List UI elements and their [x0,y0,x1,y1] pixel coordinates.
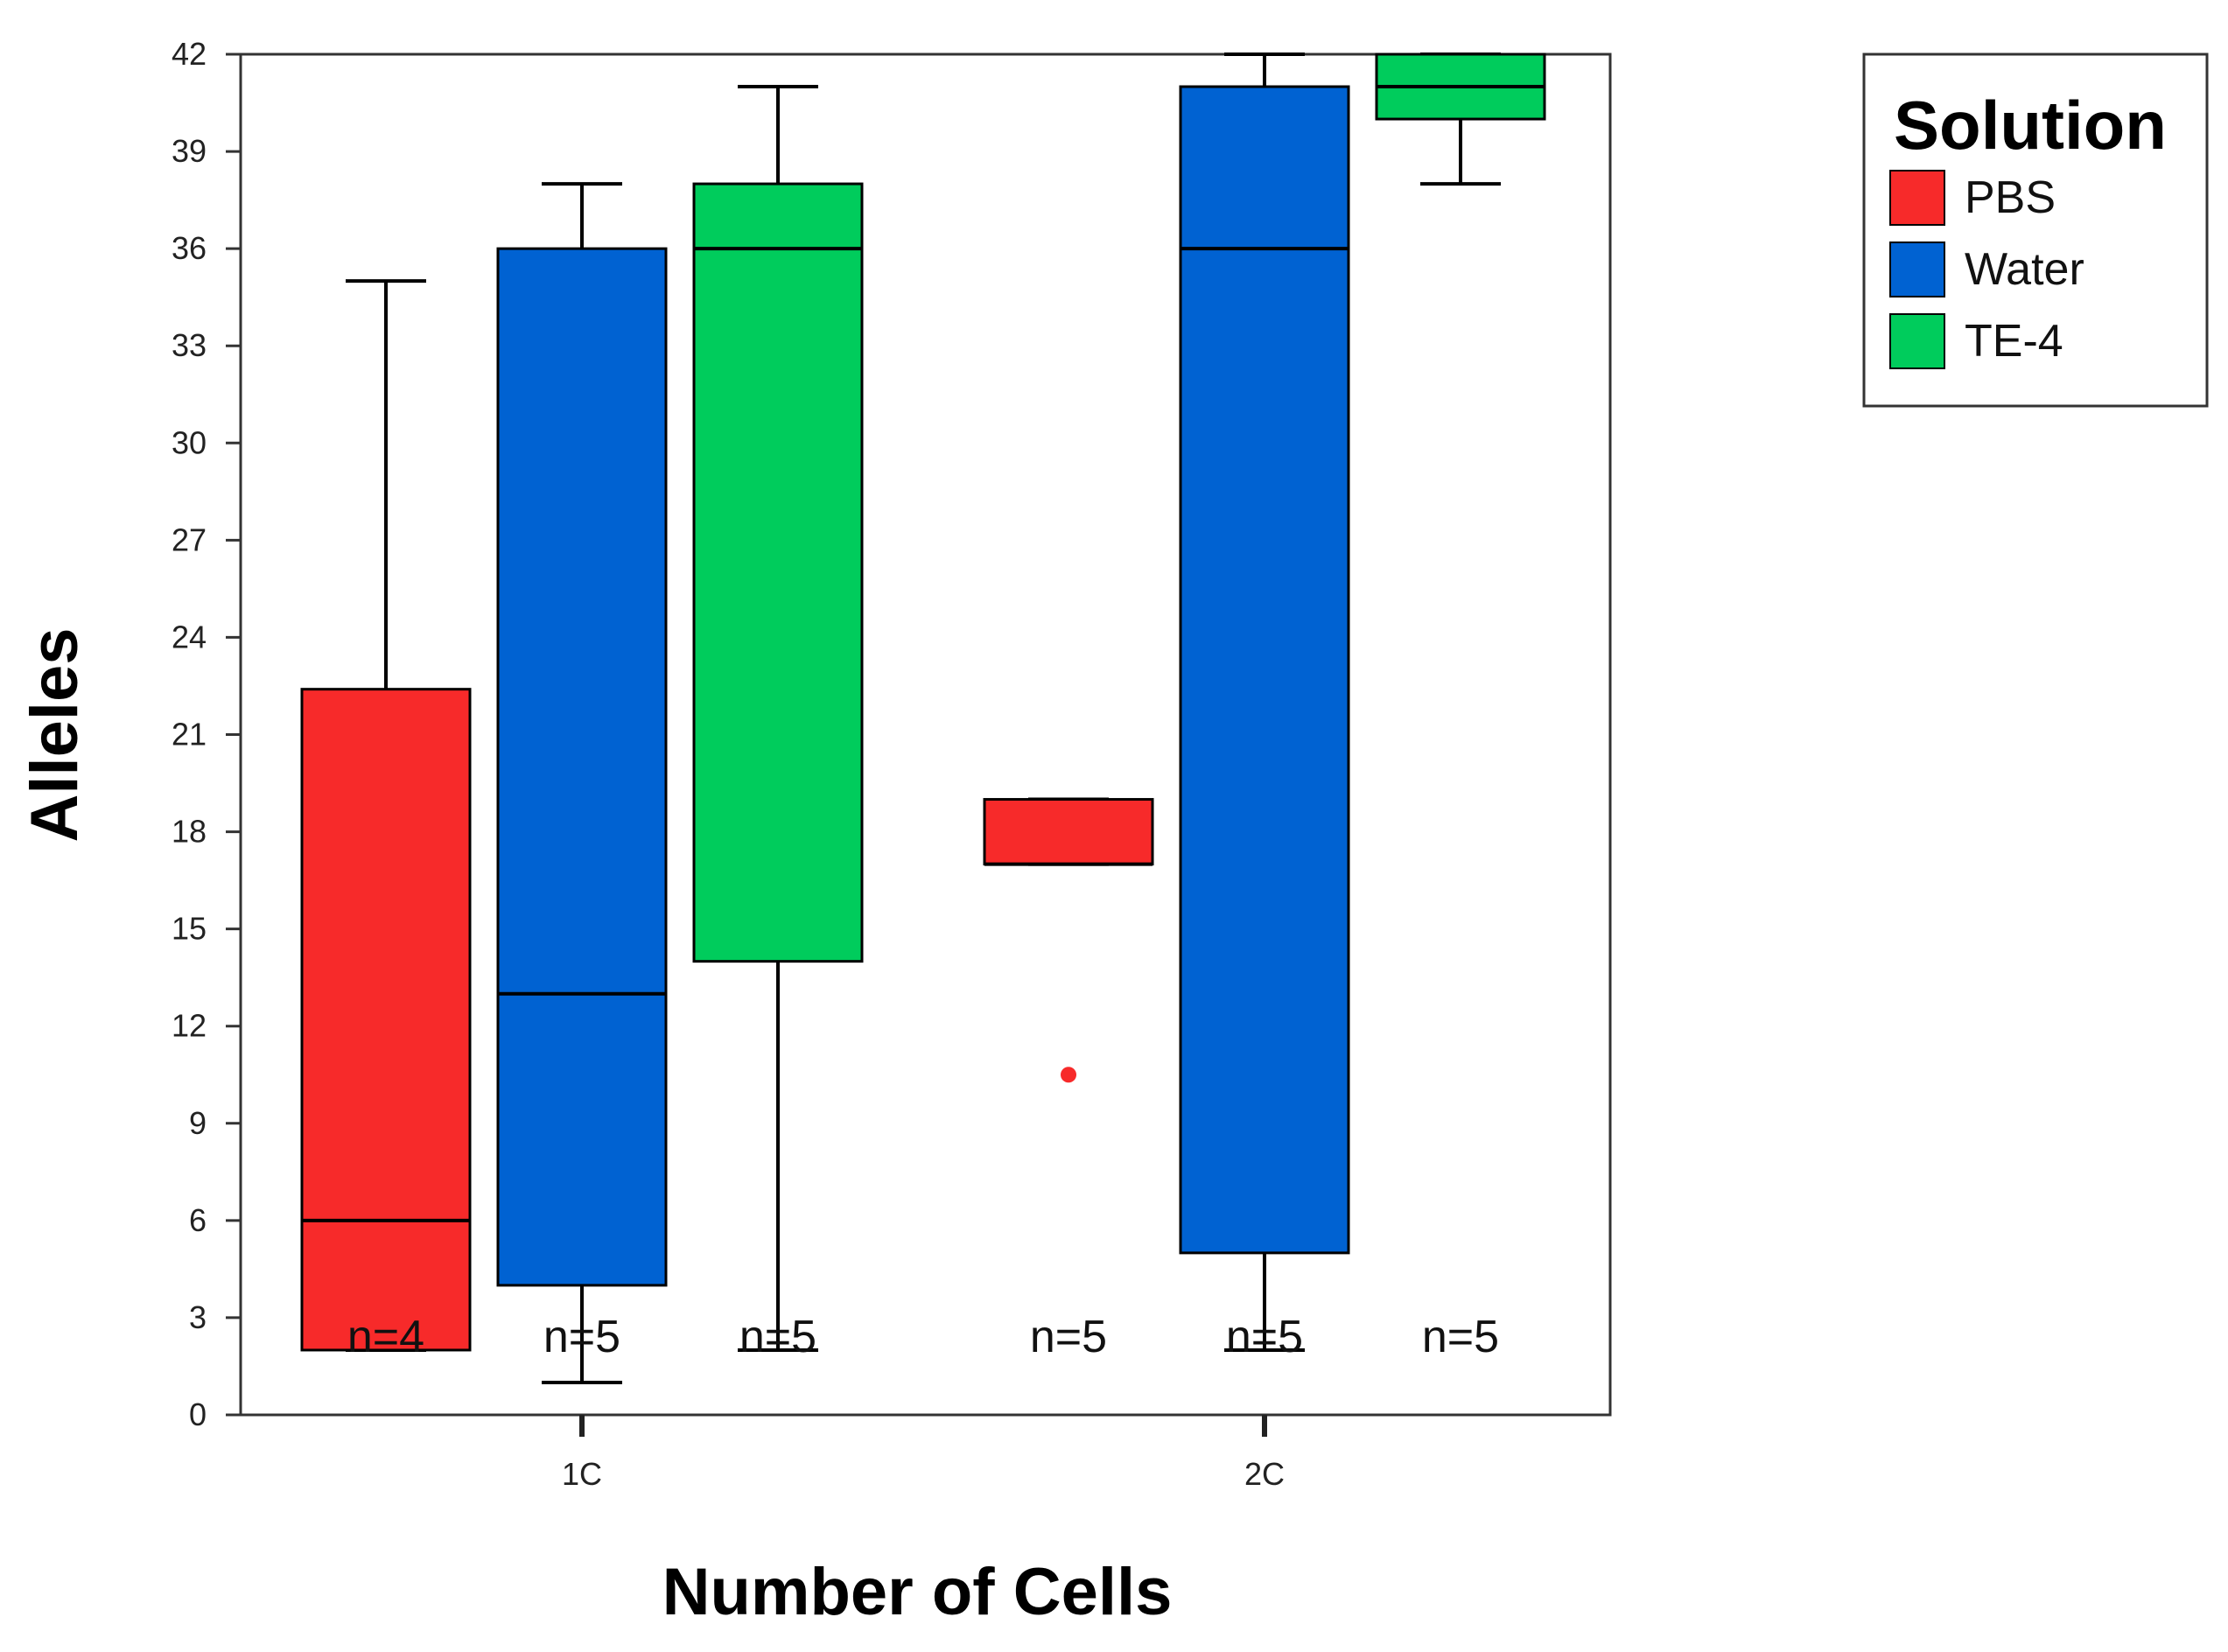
y-tick-label: 9 [189,1105,207,1141]
x-tick-label: 1C [562,1456,602,1492]
n-label: n=4 [347,1312,424,1362]
y-axis-title: Alleles [18,627,92,842]
box-body [983,798,1154,866]
x-tick-label: 2C [1244,1456,1285,1492]
legend-label-PBS: PBS [1965,172,2056,223]
n-label: n=5 [739,1312,816,1362]
legend-title: Solution [1894,87,2167,164]
legend-label-TE-4: TE-4 [1965,316,2063,367]
box-body [692,182,864,963]
box-body [300,688,472,1352]
y-tick-label: 39 [172,133,207,169]
legend-swatch-Water [1889,242,1945,298]
n-label: n=5 [543,1312,620,1362]
legend-swatch-PBS [1889,170,1945,226]
x-axis-title: Number of Cells [662,1555,1173,1629]
box-body [1179,85,1350,1255]
box-PBS-1C: n=4 [300,279,472,1362]
y-tick-label: 42 [172,36,207,72]
box-Water-2C: n=5 [1179,52,1350,1362]
y-tick-label: 3 [189,1299,207,1335]
n-label: n=5 [1030,1312,1107,1362]
n-label: n=5 [1422,1312,1499,1362]
legend: Solution PBS Water TE-4 [1862,52,2209,408]
y-tick-label: 18 [172,814,207,850]
y-tick-label: 0 [189,1396,207,1432]
box-body [496,247,668,1287]
legend-swatch-TE-4 [1889,313,1945,369]
box-TE-4-1C: n=5 [692,85,864,1362]
legend-label-Water: Water [1965,244,2084,295]
y-tick-label: 33 [172,327,207,363]
y-tick-label: 30 [172,424,207,460]
box-Water-1C: n=5 [496,182,668,1384]
y-tick-label: 27 [172,522,207,557]
box-PBS-2C: n=5 [983,797,1154,1362]
y-tick-label: 36 [172,230,207,266]
y-tick-label: 12 [172,1008,207,1044]
n-label: n=5 [1226,1312,1303,1362]
y-tick-label: 6 [189,1202,207,1238]
y-tick-label: 21 [172,717,207,752]
box-TE-4-2C: n=5 [1375,52,1546,1362]
outlier-point [1061,1067,1076,1083]
y-tick-label: 15 [172,911,207,947]
y-tick-label: 24 [172,619,207,654]
